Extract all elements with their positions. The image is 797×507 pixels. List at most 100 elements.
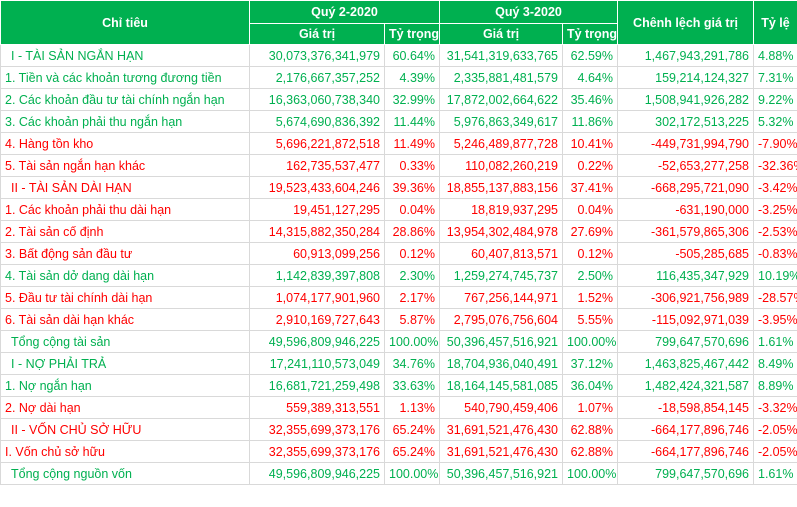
table-row: 4. Hàng tồn kho 5,696,221,872,518 11.49% 5,… <box>0 132 797 155</box>
q2-share: 100.00% <box>384 462 440 485</box>
row-label: 5. Tài sản ngắn hạn khác <box>0 154 250 177</box>
row-label: 1. Nợ ngắn hạn <box>0 374 250 397</box>
header-chi-tieu: Chỉ tiêu <box>0 0 250 45</box>
diff-value: -449,731,994,790 <box>617 132 754 155</box>
table-row: II - VỐN CHỦ SỞ HỮU 32,355,699,373,176 65.… <box>0 418 797 441</box>
q3-value: 18,704,936,040,491 <box>439 352 563 375</box>
q3-share: 0.22% <box>562 154 618 177</box>
ratio-value: 9.22% <box>753 88 797 111</box>
ratio-value: -2.05% <box>753 418 797 441</box>
table-row: 3. Bất động sản đầu tư 60,913,099,256 0.12… <box>0 242 797 265</box>
q3-share: 62.88% <box>562 440 618 463</box>
q2-value: 17,241,110,573,049 <box>249 352 385 375</box>
row-label: Tổng cộng tài sản <box>0 330 250 353</box>
table-row: II - TÀI SẢN DÀI HẠN 19,523,433,604,246 39… <box>0 176 797 199</box>
row-label: II - VỐN CHỦ SỞ HỮU <box>0 418 250 441</box>
q2-share: 28.86% <box>384 220 440 243</box>
ratio-value: -3.25% <box>753 198 797 221</box>
q3-value: 5,976,863,349,617 <box>439 110 563 133</box>
q2-share: 32.99% <box>384 88 440 111</box>
diff-value: -361,579,865,306 <box>617 220 754 243</box>
row-label: 2. Nợ dài hạn <box>0 396 250 419</box>
q3-value: 13,954,302,484,978 <box>439 220 563 243</box>
q3-value: 18,855,137,883,156 <box>439 176 563 199</box>
q3-value: 18,164,145,581,085 <box>439 374 563 397</box>
ratio-value: -28.57% <box>753 286 797 309</box>
table-row: 1. Các khoản phải thu dài hạn 19,451,127,… <box>0 198 797 221</box>
q3-value: 18,819,937,295 <box>439 198 563 221</box>
table-row: 1. Nợ ngắn hạn 16,681,721,259,498 33.63% 18… <box>0 374 797 397</box>
table-body: I - TÀI SẢN NGẮN HẠN 30,073,376,341,979 60… <box>0 44 797 485</box>
header-row-2: Giá trị Tỷ trọng Giá trị Tỷ trọng <box>1 23 797 45</box>
diff-value: -52,653,277,258 <box>617 154 754 177</box>
q2-value: 32,355,699,373,176 <box>249 418 385 441</box>
q3-share: 11.86% <box>562 110 618 133</box>
q3-value: 31,691,521,476,430 <box>439 418 563 441</box>
header-q2: Quý 2-2020 <box>249 0 440 24</box>
header-q2-ty-trong: Tỷ trọng <box>384 23 440 45</box>
q3-share: 62.88% <box>562 418 618 441</box>
q2-value: 2,910,169,727,643 <box>249 308 385 331</box>
q3-value: 2,335,881,481,579 <box>439 66 563 89</box>
table-row: 2. Các khoản đầu tư tài chính ngắn hạn 16… <box>0 88 797 111</box>
table-row: 6. Tài sản dài hạn khác 2,910,169,727,643… <box>0 308 797 331</box>
ratio-value: -32.36% <box>753 154 797 177</box>
q3-value: 767,256,144,971 <box>439 286 563 309</box>
header-chenh-lech: Chênh lệch giá trị <box>617 0 754 45</box>
ratio-value: 8.89% <box>753 374 797 397</box>
q2-share: 33.63% <box>384 374 440 397</box>
q3-share: 1.07% <box>562 396 618 419</box>
diff-value: -18,598,854,145 <box>617 396 754 419</box>
diff-value: 799,647,570,696 <box>617 462 754 485</box>
q2-share: 11.44% <box>384 110 440 133</box>
q2-value: 14,315,882,350,284 <box>249 220 385 243</box>
q3-value: 50,396,457,516,921 <box>439 462 563 485</box>
ratio-value: -0.83% <box>753 242 797 265</box>
q3-share: 37.41% <box>562 176 618 199</box>
q2-share: 0.12% <box>384 242 440 265</box>
balance-sheet-table: Chỉ tiêu Quý 2-2020 Quý 3-2020 Chênh lệc… <box>0 0 797 485</box>
q3-share: 36.04% <box>562 374 618 397</box>
header-q3: Quý 3-2020 <box>439 0 618 24</box>
q2-share: 2.17% <box>384 286 440 309</box>
q2-share: 60.64% <box>384 44 440 67</box>
header-q3-ty-trong: Tỷ trọng <box>562 23 618 45</box>
diff-value: 159,214,124,327 <box>617 66 754 89</box>
q2-share: 4.39% <box>384 66 440 89</box>
ratio-value: 7.31% <box>753 66 797 89</box>
row-label: 5. Đầu tư tài chính dài hạn <box>0 286 250 309</box>
ratio-value: 8.49% <box>753 352 797 375</box>
ratio-value: 1.61% <box>753 462 797 485</box>
q2-share: 65.24% <box>384 418 440 441</box>
row-label: 3. Bất động sản đầu tư <box>0 242 250 265</box>
diff-value: -631,190,000 <box>617 198 754 221</box>
ratio-value: 4.88% <box>753 44 797 67</box>
table-row: 5. Tài sản ngắn hạn khác 162,735,537,477 0… <box>0 154 797 177</box>
q3-value: 5,246,489,877,728 <box>439 132 563 155</box>
diff-value: -664,177,896,746 <box>617 418 754 441</box>
q2-value: 2,176,667,357,252 <box>249 66 385 89</box>
q2-share: 39.36% <box>384 176 440 199</box>
diff-value: 116,435,347,929 <box>617 264 754 287</box>
q3-share: 0.12% <box>562 242 618 265</box>
q3-value: 17,872,002,664,622 <box>439 88 563 111</box>
q2-value: 32,355,699,373,176 <box>249 440 385 463</box>
q3-share: 37.12% <box>562 352 618 375</box>
table-row: 2. Tài sản cố định 14,315,882,350,284 28.8… <box>0 220 797 243</box>
table-row: 2. Nợ dài hạn 559,389,313,551 1.13% 540,790… <box>0 396 797 419</box>
header-row-1: Chỉ tiêu Quý 2-2020 Quý 3-2020 Chênh lệc… <box>0 0 797 45</box>
q2-value: 60,913,099,256 <box>249 242 385 265</box>
diff-value: -115,092,971,039 <box>617 308 754 331</box>
row-label: Tổng cộng nguồn vốn <box>0 462 250 485</box>
ratio-value: -2.05% <box>753 440 797 463</box>
ratio-value: -3.95% <box>753 308 797 331</box>
q2-share: 100.00% <box>384 330 440 353</box>
q2-value: 16,681,721,259,498 <box>249 374 385 397</box>
q2-share: 1.13% <box>384 396 440 419</box>
row-label: I - NỢ PHẢI TRẢ <box>0 352 250 375</box>
diff-value: 799,647,570,696 <box>617 330 754 353</box>
diff-value: 1,482,424,321,587 <box>617 374 754 397</box>
q2-value: 30,073,376,341,979 <box>249 44 385 67</box>
diff-value: -668,295,721,090 <box>617 176 754 199</box>
row-label: I. Vốn chủ sở hữu <box>0 440 250 463</box>
